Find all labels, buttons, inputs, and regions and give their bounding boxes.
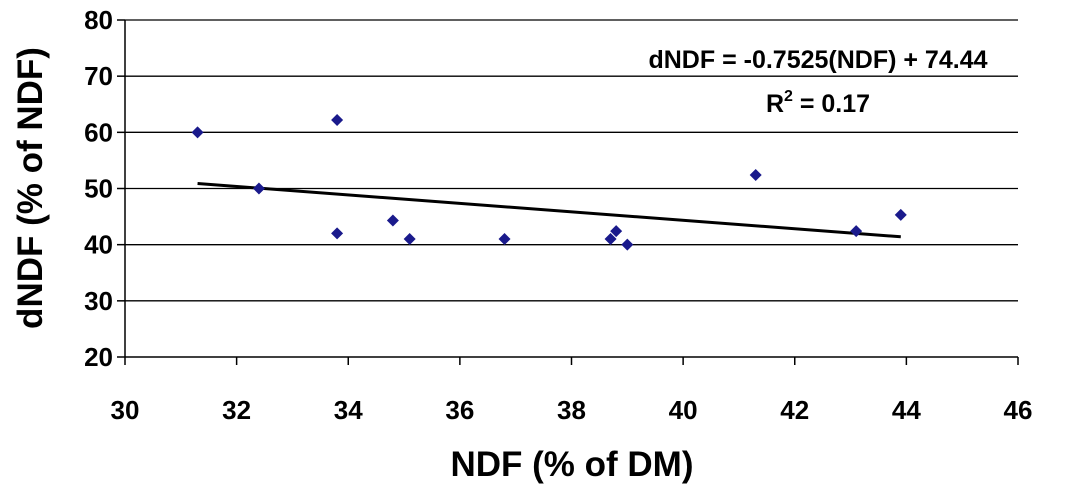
x-tick-label-46: 46 (1004, 395, 1033, 425)
y-axis-title: dNDF (% of NDF) (11, 47, 50, 329)
data-point-11 (749, 169, 762, 182)
y-tick-label-50: 50 (84, 174, 113, 204)
tick-labels: 20 30 40 50 60 70 80 30 32 34 36 38 40 42 44 46 (84, 5, 1032, 425)
data-point-3 (331, 113, 344, 126)
data-points (191, 113, 907, 251)
x-tick-label-34: 34 (334, 395, 363, 425)
y-tick-label-30: 30 (84, 286, 113, 316)
x-tick-label-40: 40 (669, 395, 698, 425)
x-tick-label-32: 32 (222, 395, 251, 425)
r-squared-prefix: R (766, 90, 784, 118)
data-point-7 (498, 233, 511, 246)
x-tick-label-42: 42 (780, 395, 809, 425)
data-point-2 (252, 182, 265, 195)
x-tick-label-38: 38 (557, 395, 586, 425)
x-tick-label-36: 36 (445, 395, 474, 425)
data-point-4 (331, 227, 344, 240)
y-tick-label-40: 40 (84, 230, 113, 260)
trendline (197, 182, 901, 239)
y-tick-label-60: 60 (84, 117, 113, 147)
y-tick-label-80: 80 (84, 5, 113, 35)
data-point-12 (850, 225, 863, 238)
r-squared-label: R2 = 0.17 (766, 88, 870, 118)
x-axis-title: NDF (% of DM) (450, 445, 693, 484)
data-point-13 (894, 208, 907, 221)
y-tick-label-20: 20 (84, 342, 113, 372)
y-tick-label-70: 70 (84, 61, 113, 91)
r-squared-value: = 0.17 (793, 90, 870, 118)
data-point-10 (621, 238, 634, 251)
data-point-9 (610, 225, 623, 238)
data-point-6 (403, 233, 416, 246)
x-tick-label-44: 44 (892, 395, 921, 425)
r-squared-superscript: 2 (784, 88, 793, 105)
data-point-8 (604, 233, 617, 246)
axes (117, 19, 1019, 365)
x-tick-label-30: 30 (111, 395, 140, 425)
data-point-1 (191, 126, 204, 139)
trendline-equation: dNDF = -0.7525(NDF) + 74.44 (648, 46, 987, 74)
data-point-5 (386, 214, 399, 227)
trendline-group (197, 182, 901, 239)
